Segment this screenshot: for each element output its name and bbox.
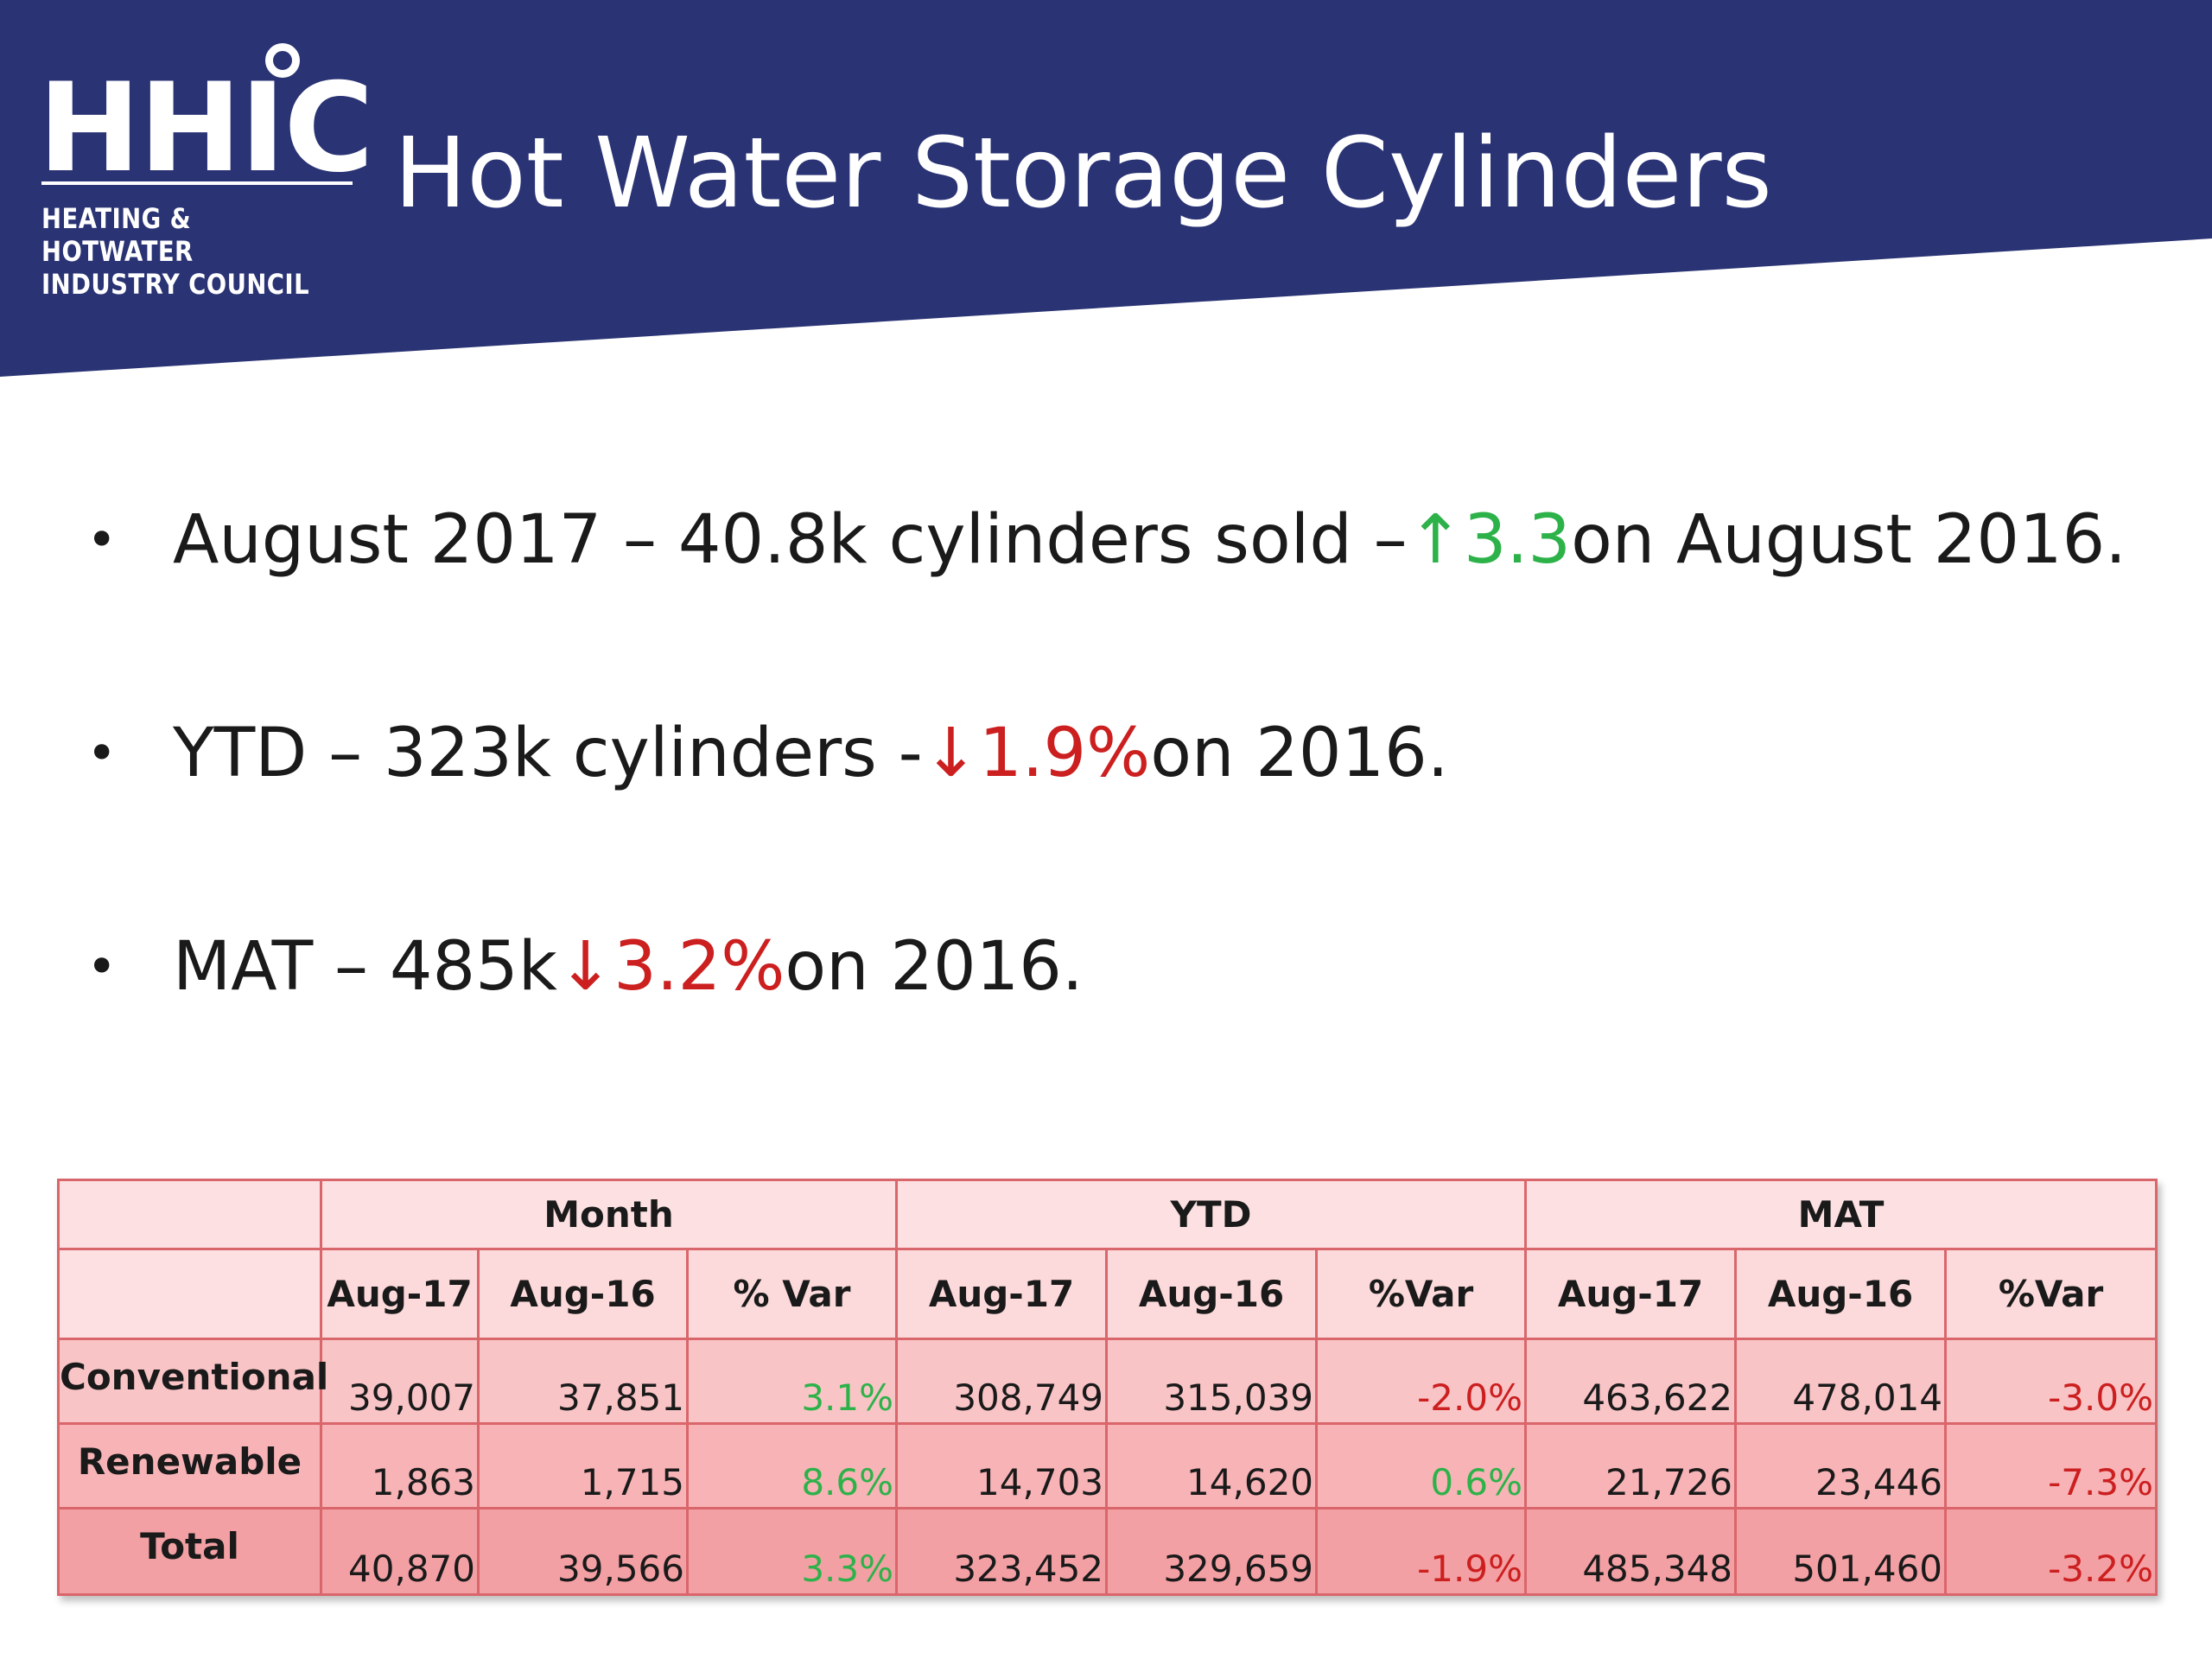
column-header: %Var bbox=[1944, 1248, 2158, 1340]
table-cell: 463,622 bbox=[1524, 1338, 1738, 1425]
logo-divider bbox=[41, 181, 353, 185]
table-cell: 37,851 bbox=[477, 1338, 689, 1425]
row-label: Renewable bbox=[57, 1422, 322, 1510]
bullet-text: MAT – 485k bbox=[173, 928, 557, 1006]
bullet-text: August 2017 – 40.8k cylinders sold – bbox=[173, 501, 1408, 579]
up-arrow-icon: ↑ bbox=[1407, 501, 1465, 579]
logo-subtitle: HEATING & HOTWATER INDUSTRY COUNCIL bbox=[41, 202, 316, 301]
logo-subtitle-line1: HEATING & HOTWATER bbox=[41, 202, 194, 268]
table-cell-variance: 3.3% bbox=[685, 1507, 899, 1596]
table-corner-cell bbox=[57, 1179, 322, 1250]
row-label: Conventional bbox=[57, 1338, 328, 1425]
table-cell: 323,452 bbox=[895, 1507, 1109, 1596]
table-cell: 39,007 bbox=[320, 1338, 480, 1425]
logo-degree-icon bbox=[265, 43, 300, 78]
column-header: Aug-16 bbox=[1734, 1248, 1948, 1340]
bullet-text: on 2016. bbox=[785, 928, 1084, 1006]
table-column-header-row: Aug-17 Aug-16 % Var Aug-17 Aug-16 %Var A… bbox=[57, 1248, 2158, 1340]
table-row: Total 40,870 39,566 3.3% 323,452 329,659… bbox=[57, 1507, 2158, 1596]
bullet-text: on August 2016. bbox=[1571, 501, 2127, 579]
page-title: Hot Water Storage Cylinders bbox=[394, 118, 1772, 230]
table-cell-variance: 3.1% bbox=[685, 1338, 899, 1425]
hhic-logo: HHIC HEATING & HOTWATER INDUSTRY COUNCIL bbox=[38, 43, 374, 301]
column-header: Aug-17 bbox=[320, 1248, 480, 1340]
table-row: Renewable 1,863 1,715 8.6% 14,703 14,620… bbox=[57, 1422, 2158, 1510]
column-header: Aug-16 bbox=[1105, 1248, 1319, 1340]
group-header-ytd: YTD bbox=[895, 1179, 1528, 1250]
bullet-text: YTD – 323k cylinders - bbox=[173, 715, 923, 792]
table-cell: 14,703 bbox=[895, 1422, 1109, 1510]
down-arrow-icon: ↓ bbox=[922, 715, 980, 792]
table-cell-variance: 0.6% bbox=[1315, 1422, 1528, 1510]
bullet-highlight: 3.3 bbox=[1464, 501, 1572, 579]
table-cell: 14,620 bbox=[1105, 1422, 1319, 1510]
table-cell-variance: -3.2% bbox=[1944, 1507, 2158, 1596]
group-header-month: Month bbox=[319, 1179, 899, 1250]
bullet-item: • YTD – 323k cylinders - ↓ 1.9% on 2016. bbox=[86, 693, 2160, 814]
table-cell: 501,460 bbox=[1734, 1507, 1948, 1596]
table-cell: 21,726 bbox=[1524, 1422, 1738, 1510]
header-banner: HHIC HEATING & HOTWATER INDUSTRY COUNCIL… bbox=[0, 0, 2212, 380]
logo-subtitle-line2: INDUSTRY COUNCIL bbox=[41, 268, 310, 301]
table-cell: 23,446 bbox=[1734, 1422, 1948, 1510]
bullet-item: • August 2017 – 40.8k cylinders sold – ↑… bbox=[86, 480, 2160, 601]
bullet-text: on 2016. bbox=[1150, 715, 1449, 792]
table-cell-variance: 8.6% bbox=[685, 1422, 899, 1510]
bullet-highlight: 3.2% bbox=[613, 928, 785, 1006]
bullet-item: • MAT – 485k ↓ 3.2% on 2016. bbox=[86, 906, 2160, 1027]
table-cell: 1,715 bbox=[477, 1422, 689, 1510]
column-header: Aug-16 bbox=[477, 1248, 689, 1340]
table-cell: 40,870 bbox=[320, 1507, 480, 1596]
bullet-dot-icon: • bbox=[86, 510, 118, 570]
group-header-mat: MAT bbox=[1524, 1179, 2158, 1250]
table-group-header-row: Month YTD MAT bbox=[57, 1179, 2158, 1250]
table-cell: 485,348 bbox=[1524, 1507, 1738, 1596]
table-cell: 329,659 bbox=[1105, 1507, 1319, 1596]
table-cell: 315,039 bbox=[1105, 1338, 1319, 1425]
table-cell-variance: -2.0% bbox=[1315, 1338, 1528, 1425]
bullet-dot-icon: • bbox=[86, 937, 118, 997]
table-cell-variance: -3.0% bbox=[1944, 1338, 2158, 1425]
logo-mark: HHIC bbox=[38, 57, 374, 200]
table-cell: 308,749 bbox=[895, 1338, 1109, 1425]
table-cell-variance: -1.9% bbox=[1315, 1507, 1528, 1596]
bullet-list: • August 2017 – 40.8k cylinders sold – ↑… bbox=[86, 480, 2160, 1027]
column-header: Aug-17 bbox=[1524, 1248, 1738, 1340]
table-cell: 478,014 bbox=[1734, 1338, 1948, 1425]
sales-table: Month YTD MAT Aug-17 Aug-16 % Var Aug-17… bbox=[57, 1179, 2158, 1596]
bullet-dot-icon: • bbox=[86, 723, 118, 784]
row-label: Total bbox=[57, 1507, 322, 1596]
banner-background bbox=[0, 0, 2212, 377]
column-header: % Var bbox=[685, 1248, 899, 1340]
down-arrow-icon: ↓ bbox=[556, 928, 614, 1006]
table-cell: 1,863 bbox=[320, 1422, 480, 1510]
column-header: Aug-17 bbox=[895, 1248, 1109, 1340]
bullet-highlight: 1.9% bbox=[979, 715, 1151, 792]
table-corner-cell bbox=[57, 1248, 322, 1340]
table-cell: 39,566 bbox=[477, 1507, 689, 1596]
table-row: Conventional 39,007 37,851 3.1% 308,749 … bbox=[57, 1338, 2158, 1425]
column-header: %Var bbox=[1315, 1248, 1528, 1340]
table-cell-variance: -7.3% bbox=[1944, 1422, 2158, 1510]
